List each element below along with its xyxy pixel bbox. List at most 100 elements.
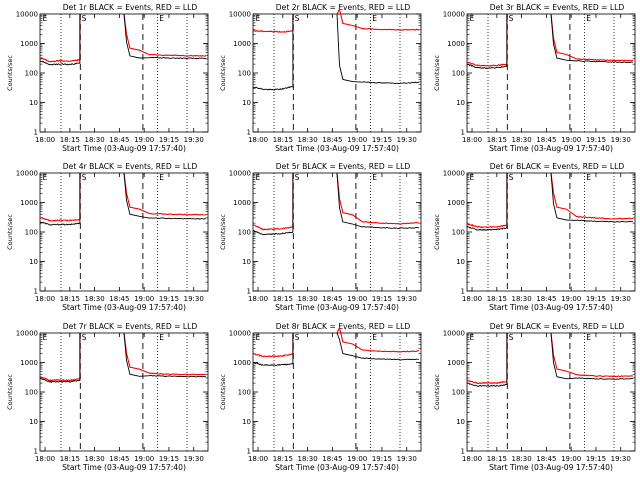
subplot-title: Det 2r BLACK = Events, RED = LLD xyxy=(276,3,411,12)
event-marker-label: S xyxy=(509,333,514,342)
x-tick-label: 19:15 xyxy=(586,295,606,303)
subplot-title: Det 6r BLACK = Events, RED = LLD xyxy=(490,162,625,171)
y-tick-label: 10000 xyxy=(16,330,38,338)
event-marker-label: E xyxy=(256,14,261,23)
event-marker-label: E xyxy=(159,14,164,23)
event-marker-label: E xyxy=(372,333,377,342)
y-tick-label: 1 xyxy=(34,288,38,296)
subplot-title: Det 9r BLACK = Events, RED = LLD xyxy=(490,322,625,331)
y-tick-label: 10 xyxy=(456,418,465,426)
series-line-black-events xyxy=(252,332,420,366)
x-tick-label: 19:00 xyxy=(561,295,581,303)
subplot-4: Det 4r BLACK = Events, RED = LLD 1 10 100 10… xyxy=(6,162,209,312)
x-tick-label: 18:15 xyxy=(487,136,507,144)
x-tick-label: 18:00 xyxy=(248,455,268,463)
x-tick-label: 19:00 xyxy=(134,136,154,144)
x-tick-label: 18:00 xyxy=(462,295,482,303)
x-tick-label: 18:30 xyxy=(512,136,532,144)
y-tick-label: 100 xyxy=(25,70,38,78)
series-line-red-lld xyxy=(39,13,206,63)
x-tick-label: 19:30 xyxy=(184,295,204,303)
x-tick-label: 18:15 xyxy=(487,295,507,303)
event-marker-label: E xyxy=(43,333,48,342)
event-marker-label: E xyxy=(372,173,377,182)
event-marker-label: E xyxy=(586,14,591,23)
x-tick-label: 18:15 xyxy=(60,455,80,463)
x-tick-label: 18:45 xyxy=(322,455,342,463)
y-tick-label: 100 xyxy=(452,70,465,78)
event-marker-label: E xyxy=(470,14,475,23)
subplot-title: Det 5r BLACK = Events, RED = LLD xyxy=(276,162,411,171)
y-tick-label: 1 xyxy=(247,288,251,296)
series-line-black-events xyxy=(252,172,420,236)
x-axis-label: Start Time (03-Aug-09 17:57:40) xyxy=(489,463,613,472)
x-tick-label: 19:00 xyxy=(347,136,367,144)
event-marker-label: E xyxy=(256,173,261,182)
x-tick-label: 18:30 xyxy=(85,455,105,463)
event-marker-label: S xyxy=(509,173,514,182)
x-tick-label: 18:15 xyxy=(273,295,293,303)
x-tick-label: 18:30 xyxy=(85,295,105,303)
x-tick-label: 18:45 xyxy=(536,136,556,144)
x-tick-label: 18:30 xyxy=(298,455,318,463)
y-axis-label: Counts/sec xyxy=(219,374,227,410)
y-tick-label: 1 xyxy=(461,288,465,296)
x-tick-label: 19:15 xyxy=(372,295,392,303)
y-tick-label: 10000 xyxy=(229,170,251,178)
y-tick-label: 1000 xyxy=(233,40,251,48)
event-marker-label: E xyxy=(43,173,48,182)
series-line-red-lld xyxy=(252,7,419,33)
x-tick-label: 18:30 xyxy=(512,295,532,303)
y-tick-label: 1000 xyxy=(20,359,38,367)
y-axis-label: Counts/sec xyxy=(433,374,441,410)
x-tick-label: 19:30 xyxy=(397,136,417,144)
event-marker-label: E xyxy=(372,14,377,23)
y-tick-label: 10 xyxy=(456,99,465,107)
y-tick-label: 1 xyxy=(247,129,251,137)
y-tick-label: 10 xyxy=(242,99,251,107)
x-tick-label: 18:00 xyxy=(248,295,268,303)
y-tick-label: 1000 xyxy=(20,199,38,207)
x-tick-label: 18:30 xyxy=(298,136,318,144)
x-tick-label: 18:15 xyxy=(273,455,293,463)
y-axis-label: Counts/sec xyxy=(433,55,441,91)
y-tick-label: 100 xyxy=(25,389,38,397)
plot-frame xyxy=(39,13,209,133)
event-marker-label: S xyxy=(295,333,300,342)
series-line-black-events xyxy=(39,332,206,384)
x-tick-label: 18:00 xyxy=(462,136,482,144)
event-marker-label: E xyxy=(159,173,164,182)
y-tick-label: 1 xyxy=(461,448,465,456)
x-tick-label: 19:00 xyxy=(134,455,154,463)
x-tick-label: 18:00 xyxy=(35,295,55,303)
x-tick-label: 18:45 xyxy=(322,136,342,144)
x-tick-label: 18:00 xyxy=(35,455,55,463)
y-tick-label: 10000 xyxy=(229,11,251,19)
y-tick-label: 10 xyxy=(29,99,38,107)
x-axis-label: Start Time (03-Aug-09 17:57:40) xyxy=(62,303,186,312)
x-tick-label: 18:45 xyxy=(109,455,129,463)
y-axis-label: Counts/sec xyxy=(219,55,227,91)
y-axis-label: Counts/sec xyxy=(219,214,227,250)
event-marker-label: E xyxy=(256,333,261,342)
x-tick-label: 19:30 xyxy=(611,455,631,463)
y-tick-label: 1 xyxy=(34,129,38,137)
plot-frame xyxy=(39,172,209,292)
series-line-red-lld xyxy=(252,172,419,231)
series-line-red-lld xyxy=(467,332,634,385)
plot-frame xyxy=(466,13,636,133)
y-tick-label: 100 xyxy=(452,229,465,237)
event-marker-label: E xyxy=(586,173,591,182)
subplot-title: Det 8r BLACK = Events, RED = LLD xyxy=(276,322,411,331)
x-tick-label: 18:30 xyxy=(85,136,105,144)
y-tick-label: 10000 xyxy=(443,11,465,19)
x-tick-label: 18:00 xyxy=(248,136,268,144)
plot-frame xyxy=(39,332,209,452)
y-tick-label: 10000 xyxy=(443,170,465,178)
x-tick-label: 18:45 xyxy=(109,295,129,303)
y-tick-label: 10000 xyxy=(443,330,465,338)
event-marker-label: E xyxy=(586,333,591,342)
y-tick-label: 10000 xyxy=(229,330,251,338)
x-tick-label: 19:00 xyxy=(347,455,367,463)
